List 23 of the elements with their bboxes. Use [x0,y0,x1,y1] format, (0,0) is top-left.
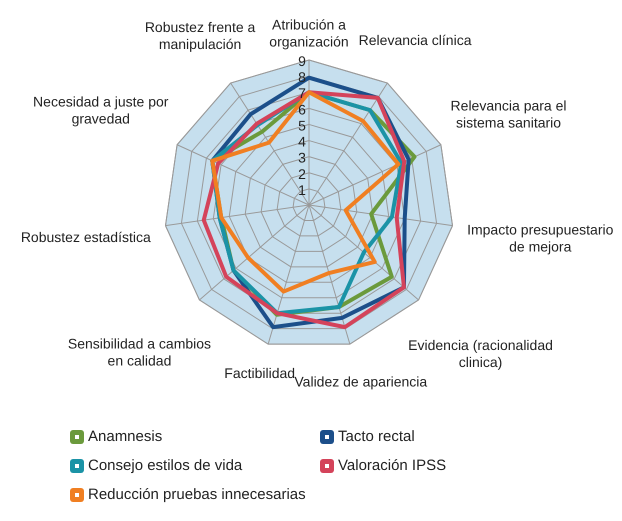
legend-label: Tacto rectal [338,428,415,445]
spoke-label: Atribución a organización [269,16,349,50]
spoke-label: Relevancia clínica [358,32,472,48]
spoke-label: Relevancia para el sistema sanitario [450,97,567,130]
spoke-label: Sensibilidad a cambios en calidad [68,335,212,368]
y-tick-label: 6 [298,101,306,118]
y-tick-label: 3 [298,150,306,166]
y-tick-label: 5 [298,117,306,134]
y-tick-label: 9 [298,53,306,69]
spoke-label: Impacto presupuestario de mejora [467,222,614,255]
y-tick-label: 4 [298,134,306,150]
spoke-label: Evidencia (racionalidad clinica) [408,337,553,370]
spoke-label: Necesidad a juste por gravedad [33,93,169,126]
legend-label: Reducción pruebas innecesarias [88,486,306,503]
spoke-label: Robustez frente a manipulación [144,19,256,52]
legend-label: Consejo estilos de vida [88,457,242,474]
spoke-label: Robustez estadística [20,229,151,246]
spoke-label: Validez de apariencia [294,373,428,390]
legend-label: Anamnesis [88,428,162,445]
spoke-label: Factibilidad [224,364,296,381]
y-tick-label: 2 [298,166,306,182]
y-tick-label: 1 [298,182,306,198]
legend-label: Valoración IPSS [338,457,446,474]
